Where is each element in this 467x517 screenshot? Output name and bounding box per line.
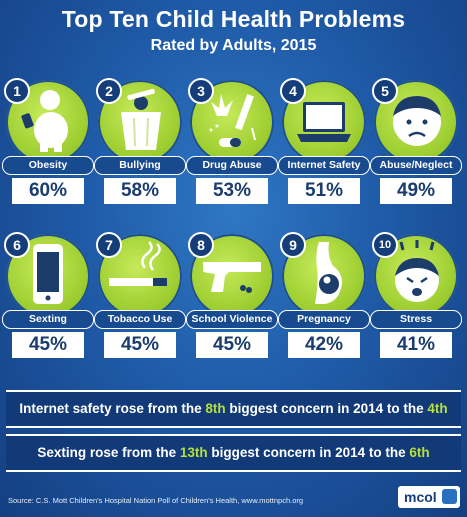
item-percent: 51% [288, 178, 360, 204]
item-label: Pregnancy [278, 310, 370, 329]
page-title: Top Ten Child Health Problems [61, 6, 406, 32]
item-percent: 41% [380, 332, 452, 358]
item-label: Drug Abuse [186, 156, 278, 175]
banner-internet-safety: Internet safety rose from the 8th bigges… [6, 390, 461, 428]
banner-text: biggest concern in 2014 to the [225, 401, 428, 416]
rank-badge: 8 [188, 232, 214, 258]
logo-text: mcol [404, 489, 437, 505]
banner-highlight: 4th [427, 401, 448, 416]
rank-badge: 3 [188, 78, 214, 104]
item-label: Tobacco Use [94, 310, 186, 329]
item-percent: 53% [196, 178, 268, 204]
banner-highlight: 8th [205, 401, 226, 416]
pregnancy-icon [315, 242, 342, 304]
rank-badge: 10 [372, 232, 398, 258]
smartphone-icon [33, 244, 63, 304]
rank-badge: 1 [4, 78, 30, 104]
drugs-syringe-icon [209, 94, 256, 147]
banner-text: Internet safety rose from the [19, 401, 206, 416]
item-percent: 58% [104, 178, 176, 204]
item-label: Sexting [2, 310, 94, 329]
item-label: Bullying [94, 156, 186, 175]
trash-can-bullying-icon [121, 88, 161, 150]
rank-badge: 2 [96, 78, 122, 104]
item-percent: 45% [196, 332, 268, 358]
item-label: Internet Safety [278, 156, 370, 175]
item-label: School Violence [186, 310, 278, 329]
child-obesity-icon [21, 90, 68, 152]
laptop-icon [297, 102, 351, 142]
mcol-logo: mcol [398, 486, 460, 508]
item-label: Obesity [2, 156, 94, 175]
rank-badge: 6 [4, 232, 30, 258]
banner-text: Sexting rose from the [37, 445, 180, 460]
cigarette-icon [109, 241, 167, 286]
item-percent: 45% [12, 332, 84, 358]
sad-face-icon [393, 96, 441, 146]
banner-highlight: 6th [409, 445, 430, 460]
item-label: Abuse/Neglect [370, 156, 462, 175]
banner-text: biggest concern in 2014 to the [207, 445, 410, 460]
item-percent: 49% [380, 178, 452, 204]
stressed-face-icon [395, 240, 439, 302]
rank-badge: 9 [280, 232, 306, 258]
item-percent: 60% [12, 178, 84, 204]
page-subtitle: Rated by Adults, 2015 [150, 37, 317, 54]
rank-badge: 7 [96, 232, 122, 258]
handgun-icon [203, 262, 261, 293]
item-label: Stress [370, 310, 462, 329]
banner-sexting: Sexting rose from the 13th biggest conce… [6, 434, 461, 472]
banner-highlight: 13th [179, 445, 208, 460]
item-percent: 42% [288, 332, 360, 358]
logo-mark-icon [442, 489, 457, 504]
source-citation: Source: C.S. Mott Children's Hospital Na… [8, 496, 304, 505]
rank-badge: 5 [372, 78, 398, 104]
item-percent: 45% [104, 332, 176, 358]
rank-badge: 4 [280, 78, 306, 104]
